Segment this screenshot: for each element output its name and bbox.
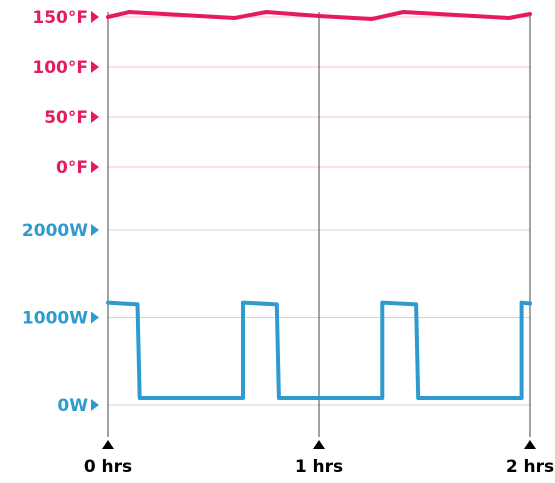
x-axis-labels: 0 hrs 1 hrs 2 hrs (84, 440, 554, 477)
time-gridlines (107, 12, 531, 437)
series-layer (106, 10, 532, 400)
time-tick-label: 0 hrs (84, 457, 132, 477)
temperature-tick-arrow (91, 111, 99, 123)
temperature-tick-arrow (91, 61, 99, 73)
y-axis-labels: 150°F 100°F 50°F 0°F 2000W 1000W 0W (22, 8, 99, 416)
time-tick-arrow (524, 440, 536, 449)
temperature-tick-label: 150°F (32, 8, 88, 28)
power-tick-arrow (91, 399, 99, 411)
temperature-tick-arrow (91, 161, 99, 173)
temperature-series-line (106, 10, 532, 21)
temperature-tick-label: 100°F (32, 58, 88, 78)
temperature-tick-label: 50°F (44, 108, 88, 128)
temperature-tick-label: 0°F (56, 158, 88, 178)
temperature-tick-arrow (91, 11, 99, 23)
power-series-line (106, 300, 532, 400)
power-tick-arrow (91, 224, 99, 236)
power-tick-label: 2000W (22, 221, 88, 241)
power-tick-label: 1000W (22, 309, 88, 329)
time-tick-label: 2 hrs (506, 457, 554, 477)
time-tick-label: 1 hrs (295, 457, 343, 477)
power-tick-arrow (91, 311, 99, 324)
power-tick-label: 0W (57, 396, 88, 416)
time-tick-arrow (313, 440, 325, 449)
time-tick-arrow (102, 440, 114, 449)
